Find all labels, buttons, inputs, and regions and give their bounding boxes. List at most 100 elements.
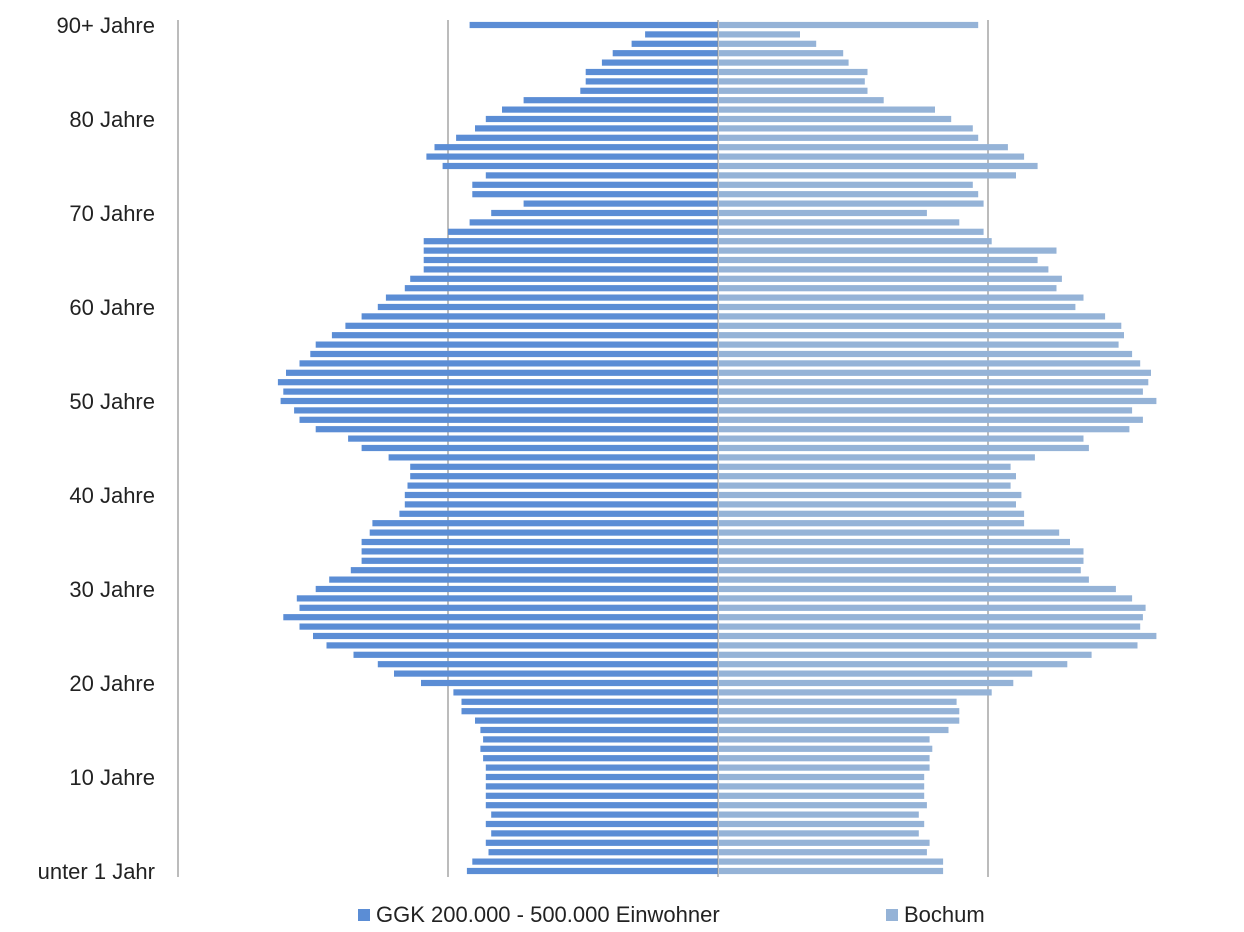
bar-bochum-82 bbox=[719, 97, 884, 104]
series-bochum-bars bbox=[719, 21, 1157, 875]
bar-ggk-47 bbox=[315, 426, 718, 433]
bar-bochum-27 bbox=[719, 614, 1143, 621]
bar-ggk-86 bbox=[601, 59, 718, 66]
bar-ggk-69 bbox=[469, 219, 718, 226]
bar-ggk-4 bbox=[491, 830, 718, 837]
bar-bochum-5 bbox=[719, 820, 925, 828]
bar-ggk-60 bbox=[377, 303, 718, 311]
bar-ggk-82 bbox=[523, 97, 718, 104]
bar-bochum-51 bbox=[719, 388, 1143, 395]
axis-lines bbox=[177, 20, 719, 877]
bar-bochum-2 bbox=[719, 849, 927, 856]
bar-bochum-7 bbox=[719, 802, 927, 809]
bar-bochum-75 bbox=[719, 162, 1038, 170]
bar-bochum-14 bbox=[719, 736, 930, 743]
bar-ggk-67 bbox=[423, 238, 718, 245]
bar-bochum-13 bbox=[719, 745, 933, 752]
bar-ggk-64 bbox=[423, 266, 718, 273]
bar-bochum-87 bbox=[719, 50, 844, 57]
bar-ggk-56 bbox=[315, 341, 718, 348]
bar-ggk-52 bbox=[277, 379, 718, 386]
bar-ggk-12 bbox=[483, 755, 718, 762]
bar-ggk-39 bbox=[404, 501, 718, 508]
bar-bochum-29 bbox=[719, 595, 1133, 602]
bar-ggk-80 bbox=[485, 115, 718, 123]
bar-bochum-40 bbox=[719, 491, 1022, 499]
bar-bochum-42 bbox=[719, 473, 1016, 480]
bar-ggk-37 bbox=[372, 520, 718, 527]
bar-bochum-34 bbox=[719, 548, 1084, 555]
bar-bochum-54 bbox=[719, 360, 1141, 367]
bar-bochum-66 bbox=[719, 247, 1057, 254]
bar-ggk-75 bbox=[442, 162, 718, 170]
bar-bochum-53 bbox=[719, 369, 1151, 376]
bar-bochum-19 bbox=[719, 689, 992, 696]
bar-bochum-83 bbox=[719, 87, 868, 94]
bar-ggk-83 bbox=[580, 87, 718, 94]
bar-ggk-28 bbox=[299, 604, 718, 611]
legend: GGK 200.000 - 500.000 Einwohner Bochum bbox=[0, 902, 1244, 932]
bar-ggk-26 bbox=[299, 623, 718, 630]
bar-bochum-38 bbox=[719, 510, 1025, 517]
bar-ggk-57 bbox=[331, 332, 718, 339]
bar-bochum-33 bbox=[719, 557, 1084, 564]
bar-bochum-17 bbox=[719, 708, 960, 715]
bar-ggk-62 bbox=[404, 285, 718, 292]
bar-ggk-54 bbox=[299, 360, 718, 367]
bar-ggk-65 bbox=[423, 256, 718, 264]
bar-ggk-32 bbox=[350, 567, 718, 574]
bar-ggk-48 bbox=[299, 416, 718, 423]
bar-ggk-42 bbox=[410, 473, 718, 480]
bar-ggk-15 bbox=[480, 726, 718, 734]
bar-ggk-85 bbox=[585, 68, 718, 76]
y-tick-label: 10 Jahre bbox=[69, 765, 155, 790]
bar-ggk-14 bbox=[483, 736, 718, 743]
bar-bochum-64 bbox=[719, 266, 1049, 273]
bar-ggk-6 bbox=[491, 811, 718, 818]
bar-bochum-89 bbox=[719, 31, 800, 38]
bar-bochum-21 bbox=[719, 670, 1033, 677]
bar-ggk-18 bbox=[461, 698, 718, 705]
bar-ggk-31 bbox=[329, 576, 718, 583]
population-pyramid-chart: unter 1 Jahr 10 Jahre 20 Jahre 30 Jahre 40 J… bbox=[38, 13, 1157, 884]
bar-bochum-90 bbox=[719, 21, 979, 29]
bar-bochum-85 bbox=[719, 68, 868, 76]
bar-ggk-35 bbox=[361, 538, 718, 546]
bar-ggk-61 bbox=[385, 294, 718, 301]
bar-ggk-44 bbox=[388, 454, 718, 461]
bar-bochum-49 bbox=[719, 407, 1133, 414]
bar-bochum-41 bbox=[719, 482, 1011, 489]
bar-ggk-33 bbox=[361, 557, 718, 564]
bar-ggk-78 bbox=[456, 134, 718, 141]
bar-bochum-58 bbox=[719, 322, 1122, 329]
bar-bochum-55 bbox=[719, 350, 1133, 358]
y-tick-labels: unter 1 Jahr 10 Jahre 20 Jahre 30 Jahre 40 J… bbox=[38, 13, 155, 884]
y-tick-label: unter 1 Jahr bbox=[38, 859, 155, 884]
bar-ggk-45 bbox=[361, 444, 718, 452]
bar-ggk-3 bbox=[485, 839, 718, 846]
bar-ggk-79 bbox=[475, 125, 718, 132]
y-tick-label: 80 Jahre bbox=[69, 107, 155, 132]
bar-bochum-44 bbox=[719, 454, 1035, 461]
bar-bochum-31 bbox=[719, 576, 1089, 583]
bar-bochum-0 bbox=[719, 867, 944, 875]
bar-ggk-89 bbox=[645, 31, 718, 38]
bar-ggk-51 bbox=[283, 388, 718, 395]
bar-bochum-86 bbox=[719, 59, 849, 66]
bar-bochum-43 bbox=[719, 463, 1011, 470]
bar-ggk-8 bbox=[485, 792, 718, 799]
bar-ggk-72 bbox=[472, 191, 718, 198]
bar-ggk-49 bbox=[294, 407, 718, 414]
bar-ggk-66 bbox=[423, 247, 718, 254]
bar-ggk-74 bbox=[485, 172, 718, 179]
bar-bochum-36 bbox=[719, 529, 1060, 536]
bar-bochum-6 bbox=[719, 811, 919, 818]
bar-bochum-25 bbox=[719, 632, 1157, 640]
bar-bochum-50 bbox=[719, 397, 1157, 405]
bar-ggk-81 bbox=[502, 106, 718, 113]
bar-bochum-78 bbox=[719, 134, 979, 141]
legend-item-ggk: GGK 200.000 - 500.000 Einwohner bbox=[358, 902, 720, 928]
bar-ggk-77 bbox=[434, 144, 718, 151]
bar-bochum-60 bbox=[719, 303, 1076, 311]
bar-bochum-9 bbox=[719, 783, 925, 790]
